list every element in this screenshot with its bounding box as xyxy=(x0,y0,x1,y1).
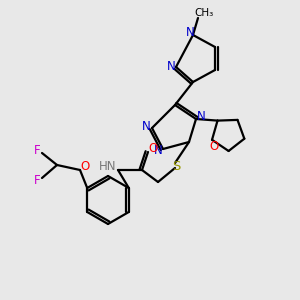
Text: HN: HN xyxy=(99,160,117,172)
Text: N: N xyxy=(196,110,206,124)
Text: N: N xyxy=(167,59,176,73)
Text: N: N xyxy=(142,119,150,133)
Text: N: N xyxy=(186,26,194,38)
Text: O: O xyxy=(80,160,90,172)
Text: F: F xyxy=(34,145,40,158)
Text: N: N xyxy=(154,145,162,158)
Text: O: O xyxy=(209,140,219,153)
Text: CH₃: CH₃ xyxy=(194,8,214,18)
Text: F: F xyxy=(34,173,40,187)
Text: S: S xyxy=(172,160,180,172)
Text: O: O xyxy=(148,142,158,154)
